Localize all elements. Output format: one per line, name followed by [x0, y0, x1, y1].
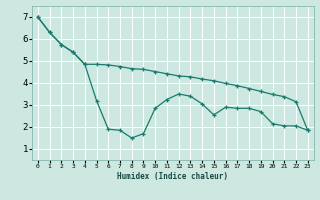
X-axis label: Humidex (Indice chaleur): Humidex (Indice chaleur) — [117, 172, 228, 181]
